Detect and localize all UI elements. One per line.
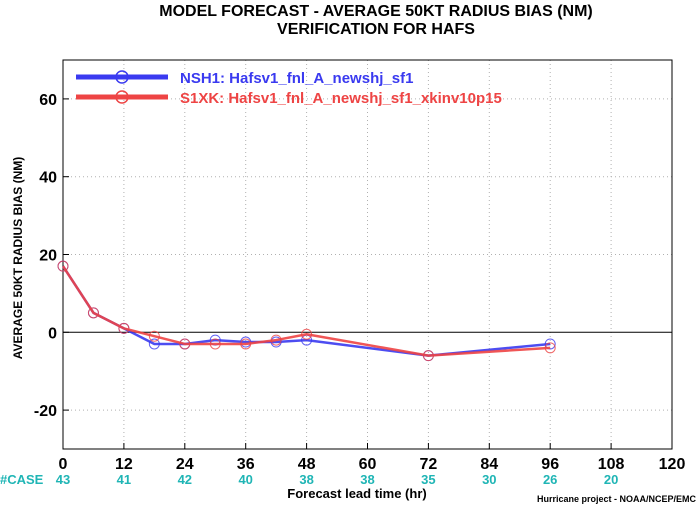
- case-count: 43: [56, 472, 70, 487]
- case-counts: 43 41 42 40 38 38 35 30 26 20: [56, 472, 619, 487]
- plot-frame: [62, 59, 673, 450]
- legend-entry-label: S1XK: Hafsv1_fnl_A_newshj_sf1_xkinv10p15: [180, 90, 502, 107]
- case-count: 41: [117, 472, 131, 487]
- x-tick-label: 72: [420, 456, 438, 473]
- series-line: [61, 265, 551, 357]
- chart-title: MODEL FORECAST - AVERAGE 50KT RADIUS BIA…: [159, 3, 593, 20]
- chart-subtitle: VERIFICATION FOR HAFS: [277, 21, 475, 38]
- case-count: 35: [421, 472, 435, 487]
- series-1: [57, 260, 556, 362]
- data-point: [422, 350, 434, 362]
- series-line: [61, 265, 551, 357]
- x-tick-label: 108: [598, 456, 625, 473]
- data-point: [148, 338, 160, 350]
- credit-text: Hurricane project - NOAA/NCEP/EMC: [537, 494, 697, 504]
- y-tick-label: 0: [48, 325, 57, 342]
- data-point: [544, 342, 556, 354]
- data-point: [87, 307, 99, 319]
- x-tick-label: 12: [115, 456, 133, 473]
- case-count: 42: [178, 472, 192, 487]
- x-tick-label: 48: [298, 456, 316, 473]
- data-point: [301, 328, 313, 340]
- data-point: [57, 260, 69, 272]
- data-point: [179, 338, 191, 350]
- case-label: #CASE: [0, 472, 44, 487]
- y-tick-label: 40: [39, 170, 57, 187]
- data-point: [209, 338, 221, 350]
- x-tick-label: 60: [359, 456, 377, 473]
- x-tick-label: 120: [659, 456, 686, 473]
- y-tick-label: 20: [39, 248, 57, 265]
- legend-marker: [115, 70, 129, 84]
- x-tick-label: 36: [237, 456, 255, 473]
- x-tick-label: 0: [59, 456, 68, 473]
- x-tick-label: 24: [176, 456, 194, 473]
- case-count: 38: [299, 472, 313, 487]
- y-tick-label: 60: [39, 92, 57, 109]
- y-axis-label: AVERAGE 50KT RADIUS BIAS (NM): [11, 157, 25, 359]
- case-count: 38: [360, 472, 374, 487]
- data-point: [240, 338, 252, 350]
- case-count: 30: [482, 472, 496, 487]
- case-count: 20: [604, 472, 618, 487]
- grid-lines: [63, 60, 672, 449]
- legend-entry-label: NSH1: Hafsv1_fnl_A_newshj_sf1: [180, 70, 413, 87]
- x-tick-label: 96: [541, 456, 559, 473]
- legend: NSH1: Hafsv1_fnl_A_newshj_sf1 S1XK: Hafsv…: [76, 70, 502, 107]
- axes: 0 12 24 36 48 60 72 84 96 108 120 -20 0 20 40 60: [34, 59, 686, 473]
- data-point: [118, 322, 130, 334]
- legend-marker: [115, 90, 129, 104]
- series-layer: [57, 260, 556, 362]
- x-axis-label: Forecast lead time (hr): [287, 486, 426, 501]
- case-count: 26: [543, 472, 557, 487]
- data-point: [270, 334, 282, 346]
- case-count: 40: [238, 472, 252, 487]
- y-tick-label: -20: [34, 403, 57, 420]
- data-point: [148, 330, 160, 342]
- x-tick-label: 84: [480, 456, 498, 473]
